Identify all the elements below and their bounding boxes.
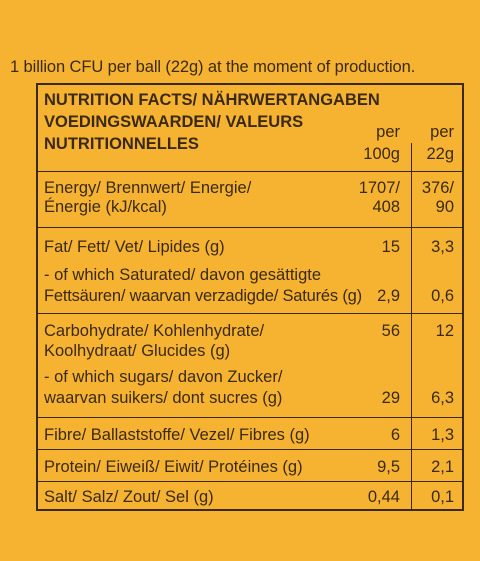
nutrition-table: NUTRITION FACTS/ NÄHRWERTANGABEN VOEDING… bbox=[36, 83, 464, 511]
carb-label-line1: Carbohydrate/ Kohlenhydrate/ bbox=[44, 322, 265, 340]
fibre-per100: 6 bbox=[390, 426, 400, 444]
protein-per22: 2,1 bbox=[431, 458, 454, 476]
salt-label: Salt/ Salz/ Zout/ Sel (g) bbox=[44, 488, 214, 506]
energy-per22-line2: 90 bbox=[435, 198, 454, 216]
sugars-label-line2: waarvan suikers/ dont sucres (g) bbox=[44, 389, 283, 407]
fat-label: Fat/ Fett/ Vet/ Lipides (g) bbox=[44, 238, 225, 256]
row-salt: Salt/ Salz/ Zout/ Sel (g) 0,44 0,1 bbox=[38, 481, 462, 510]
fat-per22: 3,3 bbox=[431, 238, 454, 256]
header-per22-line2: 22g bbox=[426, 145, 454, 163]
carb-per100: 56 bbox=[381, 322, 400, 340]
header-per22-line1: per bbox=[430, 123, 454, 141]
row-protein: Protein/ Eiweiß/ Eiwit/ Protéines (g) 9,… bbox=[38, 449, 462, 482]
salt-per22: 0,1 bbox=[431, 488, 454, 506]
energy-label-line1: Energy/ Brennwert/ Energie/ bbox=[44, 179, 252, 197]
sugars-per100: 29 bbox=[381, 389, 400, 407]
row-carbohydrate: Carbohydrate/ Kohlenhydrate/ Koolhydraat… bbox=[38, 313, 462, 418]
salt-per100: 0,44 bbox=[367, 488, 400, 506]
energy-per100-line2: 408 bbox=[372, 198, 400, 216]
fat-per100: 15 bbox=[381, 238, 400, 256]
sugars-per22: 6,3 bbox=[431, 389, 454, 407]
fibre-label: Fibre/ Ballaststoffe/ Vezel/ Fibres (g) bbox=[44, 426, 310, 444]
sugars-label-line1: - of which sugars/ davon Zucker/ bbox=[44, 368, 283, 386]
header-title-line3: NUTRITIONNELLES bbox=[44, 135, 199, 153]
carb-per22: 12 bbox=[435, 322, 454, 340]
energy-per22-line1: 376/ bbox=[421, 179, 454, 197]
row-fat: Fat/ Fett/ Vet/ Lipides (g) 15 3,3 - of … bbox=[38, 227, 462, 314]
carb-label-line2: Koolhydraat/ Glucides (g) bbox=[44, 342, 231, 360]
header-per100-line1: per bbox=[376, 123, 400, 141]
energy-label-line2: Énergie (kJ/kcal) bbox=[44, 198, 167, 216]
fibre-per22: 1,3 bbox=[431, 426, 454, 444]
fat-saturated-label-line1: - of which Saturated/ davon gesättigte bbox=[44, 266, 322, 284]
header-per100-line2: 100g bbox=[363, 145, 400, 163]
fat-saturated-per100: 2,9 bbox=[377, 287, 400, 305]
table-header: NUTRITION FACTS/ NÄHRWERTANGABEN VOEDING… bbox=[38, 85, 462, 171]
protein-per100: 9,5 bbox=[377, 458, 400, 476]
header-title-line1: NUTRITION FACTS/ NÄHRWERTANGABEN bbox=[44, 91, 380, 109]
header-title-line2: VOEDINGSWAARDEN/ VALEURS bbox=[44, 113, 304, 131]
energy-per100-line1: 1707/ bbox=[358, 179, 400, 197]
fat-saturated-per22: 0,6 bbox=[431, 287, 454, 305]
row-energy: Energy/ Brennwert/ Energie/ Énergie (kJ/… bbox=[38, 171, 462, 228]
row-fibre: Fibre/ Ballaststoffe/ Vezel/ Fibres (g) … bbox=[38, 417, 462, 450]
protein-label: Protein/ Eiweiß/ Eiwit/ Protéines (g) bbox=[44, 458, 303, 476]
fat-saturated-label-line2: Fettsäuren/ waarvan verzadigde/ Saturés … bbox=[44, 287, 362, 305]
production-note: 1 billion CFU per ball (22g) at the mome… bbox=[10, 58, 416, 76]
